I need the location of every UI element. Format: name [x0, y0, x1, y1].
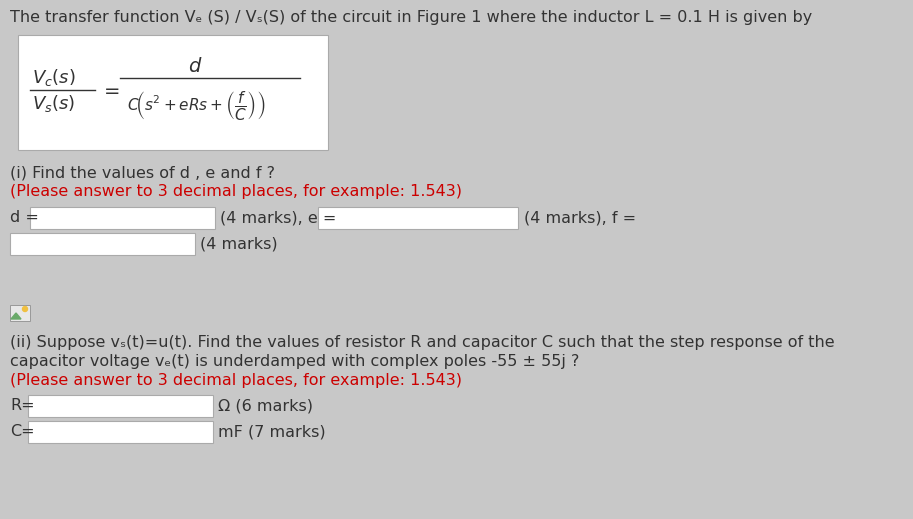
- Text: mF (7 marks): mF (7 marks): [218, 425, 326, 440]
- Polygon shape: [11, 313, 21, 319]
- FancyBboxPatch shape: [30, 207, 215, 229]
- Text: d =: d =: [10, 211, 39, 225]
- FancyBboxPatch shape: [28, 421, 213, 443]
- FancyBboxPatch shape: [318, 207, 518, 229]
- Text: (4 marks): (4 marks): [200, 237, 278, 252]
- Text: $C\!\left(s^2 + eRs + \left(\dfrac{f}{C}\right)\right)$: $C\!\left(s^2 + eRs + \left(\dfrac{f}{C}…: [127, 89, 266, 121]
- FancyBboxPatch shape: [28, 395, 213, 417]
- Text: (4 marks), e =: (4 marks), e =: [220, 211, 336, 225]
- Text: The transfer function Vₑ (S) / Vₛ(S) of the circuit in Figure 1 where the induct: The transfer function Vₑ (S) / Vₛ(S) of …: [10, 10, 813, 25]
- FancyBboxPatch shape: [10, 233, 195, 255]
- Text: Ω (6 marks): Ω (6 marks): [218, 399, 313, 414]
- Circle shape: [23, 307, 27, 311]
- Text: (Please answer to 3 decimal places, for example: 1.543): (Please answer to 3 decimal places, for …: [10, 373, 462, 388]
- Text: (i) Find the values of d , e and f ?: (i) Find the values of d , e and f ?: [10, 165, 275, 180]
- Text: C=: C=: [10, 425, 35, 440]
- Text: $=$: $=$: [100, 80, 121, 100]
- Text: $V_c(s)$: $V_c(s)$: [32, 66, 76, 88]
- Text: R=: R=: [10, 399, 35, 414]
- Text: $d$: $d$: [188, 57, 203, 75]
- FancyBboxPatch shape: [10, 305, 30, 321]
- Text: (ii) Suppose vₛ(t)=u(t). Find the values of resistor R and capacitor C such that: (ii) Suppose vₛ(t)=u(t). Find the values…: [10, 335, 834, 350]
- FancyBboxPatch shape: [18, 35, 328, 150]
- Text: $V_s(s)$: $V_s(s)$: [32, 92, 75, 114]
- Text: capacitor voltage vₑ(t) is underdamped with complex poles -55 ± 55j ?: capacitor voltage vₑ(t) is underdamped w…: [10, 354, 580, 369]
- Text: (Please answer to 3 decimal places, for example: 1.543): (Please answer to 3 decimal places, for …: [10, 184, 462, 199]
- Text: (4 marks), f =: (4 marks), f =: [524, 211, 636, 225]
